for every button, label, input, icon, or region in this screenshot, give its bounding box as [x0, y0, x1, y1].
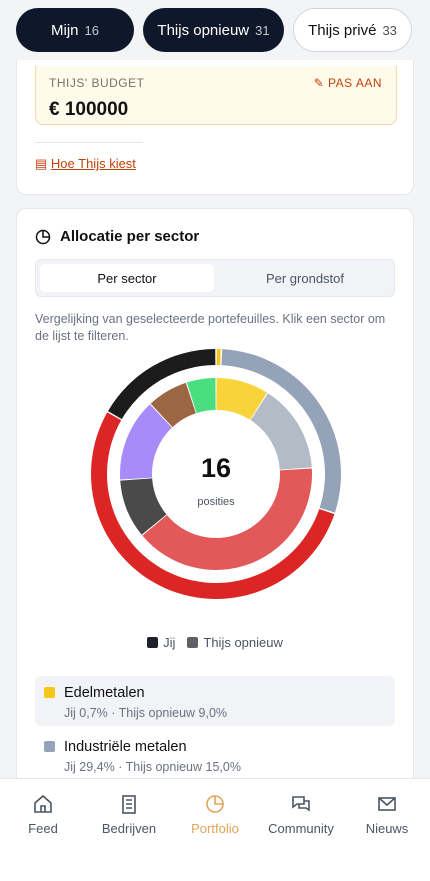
- donut-segment: [107, 349, 216, 420]
- edit-button[interactable]: ✎ PAS AAN: [313, 76, 382, 90]
- tab[interactable]: Thijs opnieuw 31: [143, 8, 284, 52]
- donut-segment: [150, 382, 196, 428]
- sector-list: Edelmetalen Jij 0,7% · Thijs opnieuw 9,0%…: [35, 676, 395, 784]
- nav-label: Nieuws: [365, 821, 409, 836]
- sector-swatch: [44, 687, 55, 698]
- tab-count: 31: [255, 22, 270, 38]
- donut-segment: [120, 404, 172, 480]
- tab[interactable]: Thijs privé 33: [293, 8, 412, 52]
- description: Vergelijking van geselecteerde portefeui…: [35, 312, 386, 343]
- donut-segment: [91, 412, 335, 599]
- donut-segment: [221, 349, 341, 513]
- budget-label: THIJS' BUDGET: [49, 76, 145, 90]
- tab-label: Mijn: [51, 21, 79, 39]
- nav-label: Community: [268, 821, 334, 836]
- donut-segment: [142, 468, 312, 570]
- nav-item[interactable]: Community: [258, 793, 344, 836]
- tab[interactable]: Mijn 16: [16, 8, 134, 52]
- legend-label: Jij: [163, 635, 176, 650]
- bottom-nav: Feed Bedrijven Portfolio Community Nieuw…: [0, 778, 430, 881]
- center-value: 16: [201, 453, 231, 483]
- nav-item[interactable]: Bedrijven: [86, 793, 172, 836]
- toggle: Per sector Per grondstof: [35, 259, 395, 297]
- nav-item[interactable]: Portfolio: [172, 793, 258, 836]
- sector-swatch: [44, 741, 55, 752]
- toggle-option[interactable]: Per grondstof: [265, 270, 345, 286]
- budget-amount: € 100000: [49, 99, 129, 120]
- tab-label: Thijs privé: [308, 21, 377, 39]
- tab-count: 16: [84, 22, 99, 38]
- pie-icon: [35, 229, 51, 245]
- section-title: Allocatie per sector: [60, 228, 200, 245]
- toggle-option[interactable]: Per sector: [40, 264, 214, 292]
- donut-segment: [250, 393, 312, 470]
- donut-segment: [216, 349, 221, 366]
- edit-label: PAS AAN: [328, 76, 382, 90]
- budget-card: THIJS' BUDGET ✎ PAS AAN € 100000 ▤ Hoe T…: [16, 60, 414, 195]
- nav-item[interactable]: Feed: [0, 793, 86, 836]
- nav-label: Feed: [28, 821, 58, 836]
- sector-detail: Jij 29,4% · Thijs opnieuw 15,0%: [64, 760, 241, 774]
- how-link[interactable]: ▤ Hoe Thijs kiest: [35, 156, 136, 171]
- divider: [35, 142, 143, 143]
- donut-chart: 16 posities: [91, 349, 341, 599]
- legend-swatch: [147, 637, 159, 648]
- sector-row-bg: [35, 676, 395, 726]
- legend-swatch: [187, 637, 199, 648]
- tab-label: Thijs opnieuw: [157, 21, 250, 39]
- sector-detail: Jij 0,7% · Thijs opnieuw 9,0%: [64, 706, 228, 720]
- nav-label: Portfolio: [191, 821, 239, 836]
- sector-name: Industriële metalen: [64, 739, 187, 755]
- sector-name: Edelmetalen: [64, 685, 145, 701]
- legend-item: Jij: [147, 635, 175, 650]
- legend: Jij Thijs opnieuw: [17, 635, 413, 650]
- legend-item: Thijs opnieuw: [187, 635, 283, 650]
- budget-box: THIJS' BUDGET ✎ PAS AAN € 100000: [35, 66, 397, 125]
- nav-item[interactable]: Nieuws: [344, 793, 430, 836]
- sector-row[interactable]: Industriële metalen Jij 29,4% · Thijs opn…: [35, 730, 395, 784]
- legend-label: Thijs opnieuw: [203, 635, 283, 650]
- sector-row[interactable]: Edelmetalen Jij 0,7% · Thijs opnieuw 9,0%: [35, 676, 395, 730]
- allocation-card: Allocatie per sector Per sector Per gron…: [16, 208, 414, 810]
- donut-segment: [120, 478, 167, 535]
- donut-segment: [186, 378, 216, 414]
- how-link-text: Hoe Thijs kiest: [50, 156, 136, 171]
- donut-segment: [216, 378, 267, 420]
- nav-label: Bedrijven: [101, 821, 157, 836]
- tab-count: 33: [382, 22, 397, 38]
- center-label: posities: [197, 496, 235, 508]
